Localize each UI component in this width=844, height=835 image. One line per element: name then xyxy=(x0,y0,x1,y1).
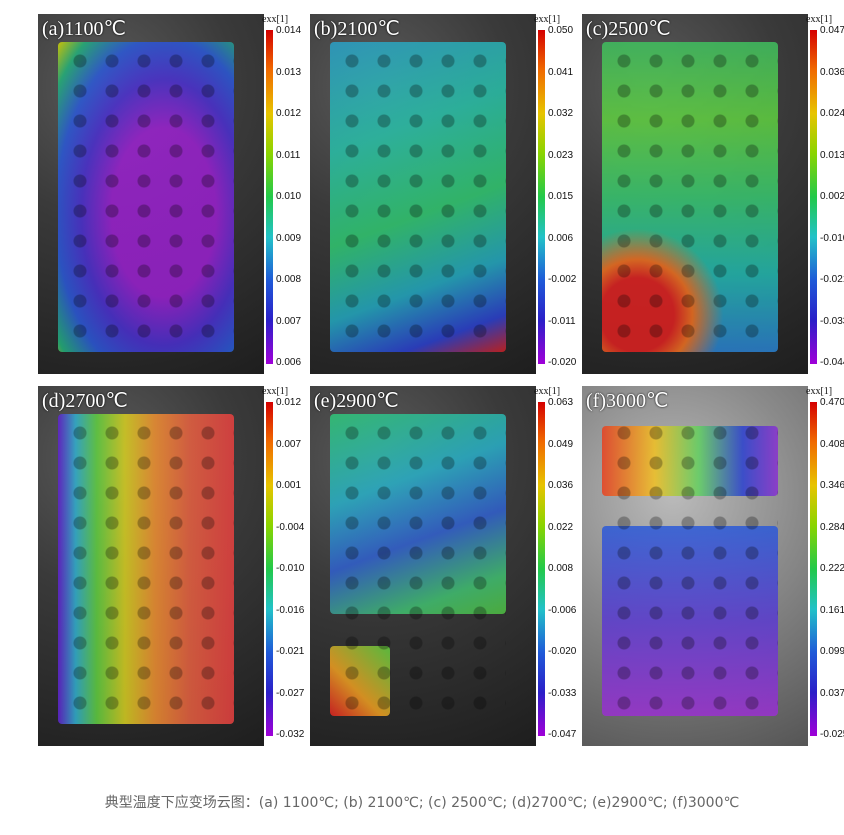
tick-label: 0.036 xyxy=(820,66,844,78)
tick-label: 0.099 xyxy=(820,646,844,657)
tick-label: 0.013 xyxy=(820,149,844,161)
tick-label: 0.006 xyxy=(276,357,302,368)
tick-label: -0.044 xyxy=(820,357,844,368)
strain-map-image xyxy=(38,14,264,374)
tick-label: -0.032 xyxy=(276,729,305,740)
tick-label: 0.047 xyxy=(820,25,844,36)
panel-c: (c)2500℃ exx[1] 0.047 0.036 0.024 0.013 … xyxy=(582,14,844,374)
tick-label: 0.284 xyxy=(820,521,844,533)
colorbar-ticks: 0.047 0.036 0.024 0.013 0.002 -0.010 -0.… xyxy=(820,26,844,368)
colorbar-ticks: 0.014 0.013 0.012 0.011 0.010 0.009 0.00… xyxy=(276,26,312,368)
colorbar-title: exx[1] xyxy=(262,14,289,25)
tick-label: -0.027 xyxy=(276,687,305,699)
colorbar-title: exx[1] xyxy=(262,386,289,397)
tick-label: 0.008 xyxy=(548,563,574,574)
tick-label: -0.006 xyxy=(548,604,577,616)
tick-label: -0.011 xyxy=(548,315,576,327)
colorbar-title: exx[1] xyxy=(534,386,561,397)
panel-label: (f)3000℃ xyxy=(586,390,669,412)
colorbar xyxy=(810,402,817,736)
colorbar xyxy=(810,30,817,364)
tick-label: 0.006 xyxy=(548,232,574,244)
panel-b: (b)2100℃ exx[1] 0.050 0.041 0.032 0.023 … xyxy=(310,14,580,374)
colorbar-ticks: 0.050 0.041 0.032 0.023 0.015 0.006 -0.0… xyxy=(548,26,584,368)
colorbar-title: exx[1] xyxy=(806,14,833,25)
tick-label: -0.021 xyxy=(276,646,305,657)
tick-label: 0.032 xyxy=(548,108,574,119)
tick-label: -0.025 xyxy=(820,729,844,740)
tick-label: 0.063 xyxy=(548,397,574,408)
tick-label: -0.002 xyxy=(548,274,577,285)
tick-label: -0.047 xyxy=(548,729,577,740)
strain-map-image xyxy=(582,386,808,746)
tick-label: -0.010 xyxy=(820,232,844,244)
tick-label: -0.020 xyxy=(548,646,577,657)
panel-label: (a)1100℃ xyxy=(42,18,126,40)
tick-label: 0.023 xyxy=(548,149,574,161)
tick-label: 0.015 xyxy=(548,191,574,202)
strain-map-image xyxy=(38,386,264,746)
tick-label: 0.036 xyxy=(548,480,574,491)
colorbar xyxy=(538,30,545,364)
tick-label: 0.022 xyxy=(548,521,574,533)
tick-label: 0.009 xyxy=(276,232,302,244)
tick-label: 0.041 xyxy=(548,66,574,78)
tick-label: -0.033 xyxy=(820,315,844,327)
tick-label: 0.470 xyxy=(820,397,844,408)
tick-label: 0.346 xyxy=(820,480,844,491)
tick-label: 0.161 xyxy=(820,604,844,616)
tick-label: -0.021 xyxy=(820,274,844,285)
panel-label: (c)2500℃ xyxy=(586,18,671,40)
figure-caption: 典型温度下应变场云图：(a) 1100℃; (b) 2100℃; (c) 250… xyxy=(104,795,740,811)
strain-map-image xyxy=(310,386,536,746)
strain-map-image xyxy=(310,14,536,374)
tick-label: -0.033 xyxy=(548,687,577,699)
panel-a: (a)1100℃ exx[1] 0.014 0.013 0.012 0.011 … xyxy=(38,14,308,374)
colorbar xyxy=(266,402,273,736)
tick-label: 0.012 xyxy=(276,108,302,119)
panel-d: (d)2700℃ exx[1] 0.012 0.007 0.001 -0.004… xyxy=(38,386,308,746)
panel-label: (b)2100℃ xyxy=(314,18,400,40)
tick-label: 0.013 xyxy=(276,66,302,78)
tick-label: 0.014 xyxy=(276,25,302,36)
tick-label: 0.222 xyxy=(820,563,844,574)
colorbar-ticks: 0.470 0.408 0.346 0.284 0.222 0.161 0.09… xyxy=(820,398,844,740)
tick-label: 0.002 xyxy=(820,191,844,202)
tick-label: 0.010 xyxy=(276,191,302,202)
tick-label: 0.011 xyxy=(276,149,301,161)
tick-label: -0.020 xyxy=(548,357,577,368)
tick-label: -0.010 xyxy=(276,563,305,574)
colorbar xyxy=(538,402,545,736)
tick-label: 0.007 xyxy=(276,438,302,450)
tick-label: 0.008 xyxy=(276,274,302,285)
tick-label: 0.001 xyxy=(276,480,302,491)
tick-label: -0.004 xyxy=(276,521,305,533)
colorbar-title: exx[1] xyxy=(806,386,833,397)
tick-label: 0.037 xyxy=(820,687,844,699)
tick-label: 0.024 xyxy=(820,108,844,119)
colorbar xyxy=(266,30,273,364)
panel-f: (f)3000℃ exx[1] 0.470 0.408 0.346 0.284 … xyxy=(582,386,844,746)
colorbar-title: exx[1] xyxy=(534,14,561,25)
panel-e: (e)2900℃ exx[1] 0.063 0.049 0.036 0.022 … xyxy=(310,386,580,746)
tick-label: -0.016 xyxy=(276,604,305,616)
strain-map-image xyxy=(582,14,808,374)
tick-label: 0.012 xyxy=(276,397,302,408)
panel-label: (e)2900℃ xyxy=(314,390,399,412)
colorbar-ticks: 0.063 0.049 0.036 0.022 0.008 -0.006 -0.… xyxy=(548,398,584,740)
panel-label: (d)2700℃ xyxy=(42,390,128,412)
colorbar-ticks: 0.012 0.007 0.001 -0.004 -0.010 -0.016 -… xyxy=(276,398,312,740)
tick-label: 0.007 xyxy=(276,315,302,327)
tick-label: 0.050 xyxy=(548,25,574,36)
tick-label: 0.408 xyxy=(820,438,844,450)
tick-label: 0.049 xyxy=(548,438,574,450)
